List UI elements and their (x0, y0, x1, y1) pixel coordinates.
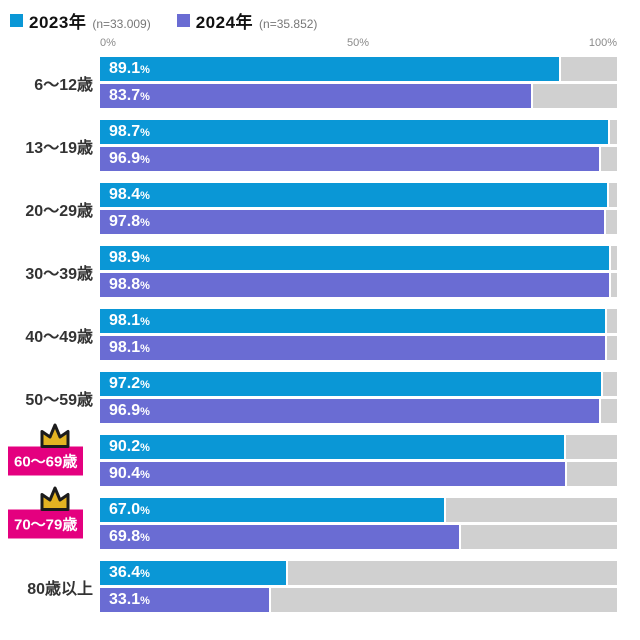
bar-fill-2024年: 90.4% (100, 462, 568, 486)
bar-track-2023年: 67.0% (100, 498, 617, 522)
bar-value-label: 33.1% (109, 591, 150, 608)
bar-fill-2024年: 97.8% (100, 210, 606, 234)
legend-swatch-2024-icon (176, 14, 190, 27)
age-label: 6〜12歳 (34, 76, 93, 94)
age-group-row: 20〜29歳 98.4% 97.8% (0, 183, 640, 234)
bar-track-2023年: 89.1% (100, 57, 617, 81)
legend-label-2023: 2023年 (29, 13, 87, 32)
bar-fill-2024年: 96.9% (100, 147, 601, 171)
bar-fill-2024年: 96.9% (100, 399, 601, 423)
age-group-row: 50〜59歳 97.2% 96.9% (0, 372, 640, 423)
bar-value-label: 83.7% (109, 87, 150, 104)
bar-track-2024年: 97.8% (100, 210, 617, 234)
bar-value-label: 98.1% (109, 312, 150, 329)
legend-swatch-2023-icon (10, 14, 23, 27)
bar-fill-2024年: 33.1% (100, 588, 272, 612)
bar-value-label: 98.8% (109, 276, 150, 293)
crown-icon (40, 486, 70, 511)
age-group-row: 13〜19歳 98.7% 96.9% (0, 120, 640, 171)
bar-value-label: 90.4% (109, 465, 150, 482)
bar-pair: 36.4% 33.1% (100, 561, 617, 612)
bar-pair: 90.2% 90.4% (100, 435, 617, 486)
bar-fill-2023年: 98.7% (100, 120, 611, 144)
bar-fill-2023年: 89.1% (100, 57, 561, 81)
bar-fill-2023年: 36.4% (100, 561, 289, 585)
bar-fill-2023年: 98.9% (100, 246, 612, 270)
axis-tick-50: 50% (346, 37, 370, 49)
bar-value-label: 97.2% (109, 375, 150, 392)
bar-value-label: 67.0% (109, 501, 150, 518)
age-group-row: 80歳以上 36.4% 33.1% (0, 561, 640, 612)
bar-track-2024年: 90.4% (100, 462, 617, 486)
crown-icon (40, 423, 70, 448)
highlighted-age-label: 60〜69歳 (8, 423, 84, 475)
bar-value-label: 96.9% (109, 402, 150, 419)
age-label: 50〜59歳 (25, 391, 93, 409)
age-label: 20〜29歳 (25, 202, 93, 220)
age-label: 40〜49歳 (25, 328, 93, 346)
bar-value-label: 98.9% (109, 249, 150, 266)
legend-n-2023: (n=33.009) (92, 17, 151, 31)
bar-track-2023年: 36.4% (100, 561, 617, 585)
age-group-row: 40〜49歳 98.1% 98.1% (0, 309, 640, 360)
bar-fill-2024年: 69.8% (100, 525, 461, 549)
legend-n-2024: (n=35.852) (259, 17, 318, 31)
bar-track-2024年: 96.9% (100, 399, 617, 423)
bar-pair: 98.9% 98.8% (100, 246, 617, 297)
legend-item-2024: 2024年 (n=35.852) (176, 8, 318, 33)
bar-track-2023年: 90.2% (100, 435, 617, 459)
bar-track-2023年: 98.4% (100, 183, 617, 207)
bar-track-2023年: 98.9% (100, 246, 617, 270)
age-label: 30〜39歳 (25, 265, 93, 283)
bar-track-2024年: 33.1% (100, 588, 617, 612)
legend: 2023年 (n=33.009) 2024年 (n=35.852) (10, 8, 317, 33)
x-axis: 0% 50% 100% (0, 37, 640, 51)
bar-fill-2023年: 67.0% (100, 498, 447, 522)
legend-item-2023: 2023年 (n=33.009) (10, 8, 151, 33)
axis-tick-0: 0% (100, 37, 116, 49)
bar-fill-2024年: 98.8% (100, 273, 611, 297)
bar-track-2023年: 97.2% (100, 372, 617, 396)
bar-track-2024年: 96.9% (100, 147, 617, 171)
bar-pair: 67.0% 69.8% (100, 498, 617, 549)
bar-pair: 98.1% 98.1% (100, 309, 617, 360)
age-group-row: 6〜12歳 89.1% 83.7% (0, 57, 640, 108)
bar-fill-2023年: 90.2% (100, 435, 567, 459)
bar-value-label: 96.9% (109, 150, 150, 167)
age-group-row: 30〜39歳 98.9% 98.8% (0, 246, 640, 297)
age-label: 80歳以上 (27, 580, 93, 598)
highlighted-age-label: 70〜79歳 (8, 486, 84, 538)
bar-pair: 89.1% 83.7% (100, 57, 617, 108)
bar-pair: 98.4% 97.8% (100, 183, 617, 234)
bar-track-2024年: 98.1% (100, 336, 617, 360)
bar-fill-2024年: 83.7% (100, 84, 533, 108)
bar-value-label: 97.8% (109, 213, 150, 230)
legend-label-2024: 2024年 (195, 13, 254, 32)
bar-track-2024年: 69.8% (100, 525, 617, 549)
bar-value-label: 36.4% (109, 564, 150, 581)
bar-value-label: 98.7% (109, 123, 150, 140)
bar-pair: 98.7% 96.9% (100, 120, 617, 171)
bar-fill-2024年: 98.1% (100, 336, 608, 360)
age-label: 13〜19歳 (25, 139, 93, 157)
bar-fill-2023年: 98.4% (100, 183, 609, 207)
bar-value-label: 69.8% (109, 528, 150, 545)
bar-pair: 97.2% 96.9% (100, 372, 617, 423)
axis-tick-100: 100% (588, 37, 617, 49)
bar-value-label: 90.2% (109, 438, 150, 455)
bar-track-2023年: 98.7% (100, 120, 617, 144)
age-group-row: 60〜69歳 90.2% 90.4% (0, 423, 640, 486)
age-group-row: 70〜79歳 67.0% 69.8% (0, 486, 640, 549)
bar-track-2023年: 98.1% (100, 309, 617, 333)
bar-track-2024年: 83.7% (100, 84, 617, 108)
bar-fill-2023年: 97.2% (100, 372, 603, 396)
bar-value-label: 89.1% (109, 60, 150, 77)
bar-value-label: 98.4% (109, 186, 150, 203)
bar-fill-2023年: 98.1% (100, 309, 608, 333)
bar-track-2024年: 98.8% (100, 273, 617, 297)
bar-value-label: 98.1% (109, 339, 150, 356)
